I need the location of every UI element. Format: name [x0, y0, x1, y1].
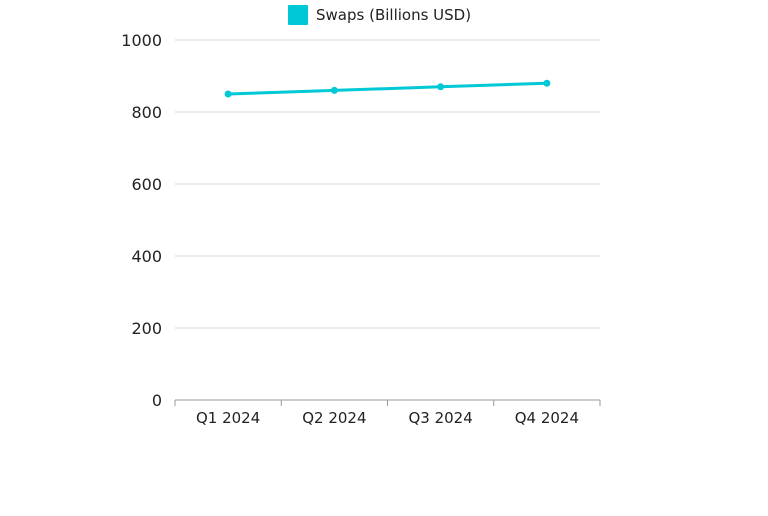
x-tick-label: Q3 2024	[408, 409, 472, 427]
y-tick-label: 600	[131, 175, 162, 194]
y-tick-label: 400	[131, 247, 162, 266]
data-point	[224, 90, 232, 98]
y-tick-label: 200	[131, 319, 162, 338]
x-tick-labels: Q1 2024 Q2 2024 Q3 2024 Q4 2024	[196, 409, 579, 427]
data-point	[330, 86, 338, 94]
y-tick-label: 1000	[121, 31, 162, 50]
legend-swatch	[288, 5, 308, 25]
y-tick-label: 0	[152, 391, 162, 410]
x-tick-label: Q1 2024	[196, 409, 260, 427]
series	[224, 79, 551, 98]
series-line	[226, 81, 549, 96]
legend: Swaps (Billions USD)	[288, 5, 471, 25]
y-tick-labels: 0 200 400 600 800 1000	[121, 31, 162, 410]
legend-label: Swaps (Billions USD)	[316, 6, 471, 24]
x-tick-label: Q4 2024	[515, 409, 579, 427]
x-tick-label: Q2 2024	[302, 409, 366, 427]
gridlines	[175, 39, 600, 329]
y-tick-label: 800	[131, 103, 162, 122]
axes	[174, 399, 601, 406]
data-point	[437, 83, 445, 91]
data-point	[543, 79, 551, 87]
